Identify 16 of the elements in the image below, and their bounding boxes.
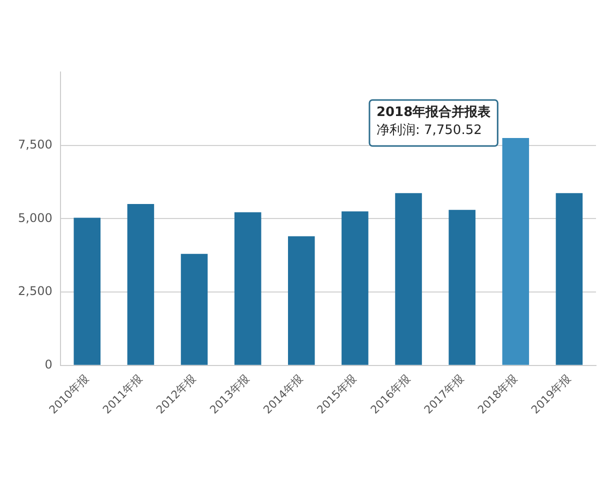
annotation: 净利润: 7,750.52 [376, 122, 482, 138]
bar [127, 204, 154, 365]
bar [395, 193, 422, 365]
bar [448, 210, 476, 365]
bar [342, 211, 368, 365]
y-tick-label: 7,500 [18, 137, 52, 152]
y-tick-label: 2,500 [18, 284, 52, 298]
bar [234, 212, 262, 365]
y-tick-label: 5,000 [18, 210, 52, 225]
bar [180, 254, 208, 365]
bar [288, 236, 315, 365]
bar [556, 193, 583, 365]
bar [502, 138, 530, 365]
y-tick-label: 0 [44, 357, 52, 372]
bar [74, 218, 101, 365]
annotation: 2018年报合并报表 [376, 104, 492, 120]
